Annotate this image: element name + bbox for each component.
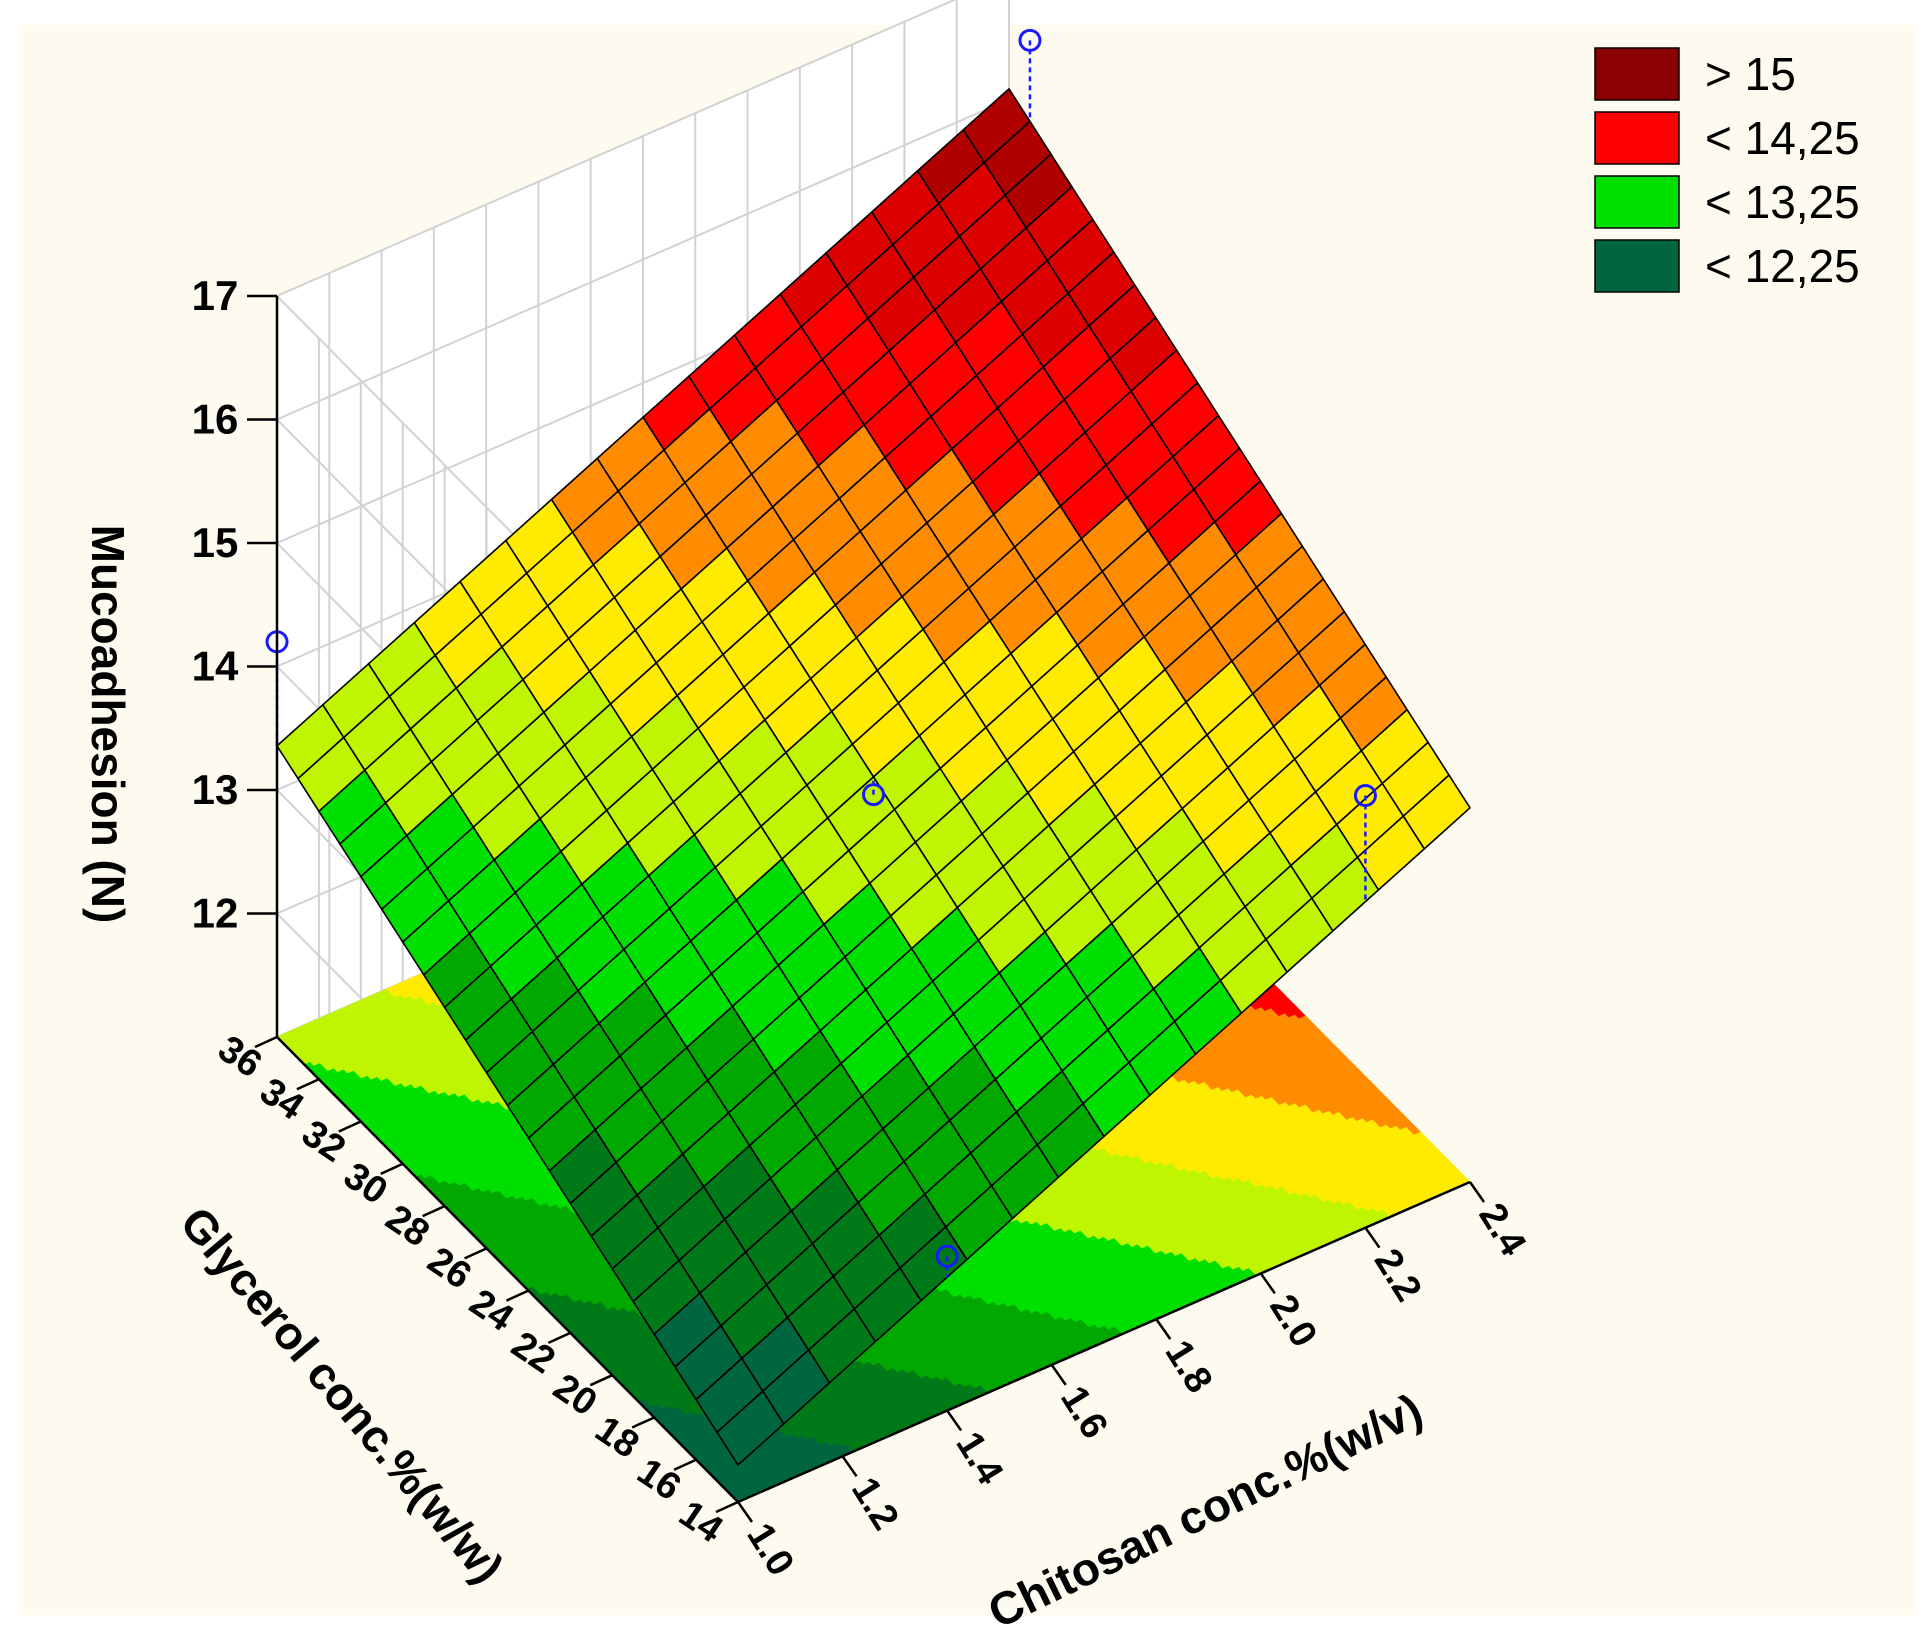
surface-plot: 1213141516171416182022242628303234361.01… [0,0,1931,1635]
